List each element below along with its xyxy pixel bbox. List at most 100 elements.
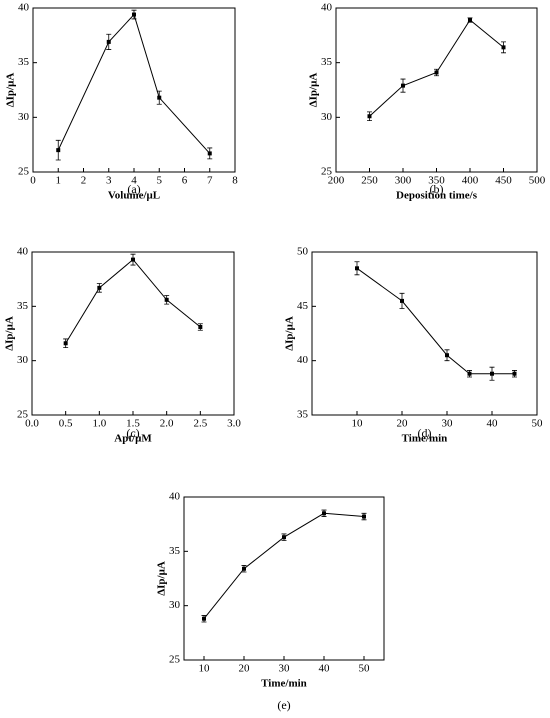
x-tick-label: 7	[207, 175, 213, 187]
x-tick-label: 0.0	[25, 418, 39, 430]
y-tick-label: 45	[297, 300, 309, 312]
y-tick-label: 35	[18, 56, 30, 68]
x-tick-label: 0.5	[59, 418, 73, 430]
x-tick-label: 4	[131, 175, 137, 187]
y-tick-label: 40	[297, 354, 309, 366]
y-axis-label: ΔIp/μA	[4, 316, 16, 351]
plot-frame	[183, 496, 385, 661]
x-tick-label: 1.5	[126, 418, 140, 430]
y-tick-label: 35	[169, 545, 181, 557]
caption: (d)	[418, 426, 432, 440]
y-tick-label: 25	[18, 166, 30, 178]
y-tick-label: 30	[18, 111, 30, 123]
data-point	[501, 45, 506, 50]
data-point	[198, 324, 203, 329]
y-tick-label: 25	[321, 166, 333, 178]
x-tick-label: 8	[232, 175, 238, 187]
x-tick-label: 10	[352, 418, 364, 430]
x-tick-label: 50	[532, 418, 544, 430]
data-point	[97, 285, 102, 290]
data-point	[512, 371, 517, 376]
x-axis-label: Volume/μL	[108, 190, 160, 202]
caption: (e)	[277, 698, 290, 712]
data-point	[490, 371, 494, 376]
y-axis-label: ΔIp/μA	[156, 561, 168, 596]
x-tick-label: 3	[106, 175, 112, 187]
x-tick-label: 20	[239, 663, 251, 675]
x-tick-label: 2	[81, 175, 87, 187]
data-line	[203, 512, 365, 620]
data-line	[57, 13, 211, 154]
y-tick-label: 40	[169, 491, 181, 503]
y-tick-label: 25	[17, 409, 29, 421]
y-axis-label: ΔIp/μA	[308, 73, 320, 108]
x-tick-label: 10	[199, 663, 211, 675]
x-tick-label: 350	[428, 175, 445, 187]
x-tick-label: 250	[361, 175, 378, 187]
x-tick-label: 40	[487, 418, 499, 430]
data-point	[207, 151, 212, 156]
data-point	[164, 297, 169, 302]
x-tick-label: 1.0	[92, 418, 106, 430]
data-point	[56, 148, 61, 153]
y-tick-label: 35	[17, 300, 29, 312]
data-point	[367, 114, 372, 119]
data-line	[369, 19, 504, 117]
y-tick-label: 30	[17, 354, 29, 366]
y-tick-label: 40	[17, 246, 29, 258]
x-tick-label: 3.0	[227, 418, 241, 430]
data-point	[355, 266, 359, 271]
x-axis-label: Apt/μM	[114, 433, 152, 445]
x-tick-label: 300	[395, 175, 412, 187]
x-axis-label: Time/min	[402, 433, 448, 445]
x-tick-label: 450	[495, 175, 512, 187]
y-tick-label: 35	[321, 56, 333, 68]
data-point	[282, 535, 286, 540]
x-axis-label: Time/min	[261, 678, 307, 690]
data-point	[131, 257, 135, 262]
x-tick-label: 50	[359, 663, 371, 675]
data-point	[445, 353, 449, 358]
y-tick-label: 30	[169, 599, 181, 611]
x-tick-label: 6	[182, 175, 188, 187]
data-point	[467, 371, 472, 376]
caption: (a)	[127, 182, 140, 196]
plot-frame	[335, 7, 538, 173]
data-line	[65, 258, 201, 344]
data-point	[106, 39, 111, 44]
data-point	[362, 514, 366, 519]
y-axis-label: ΔIp/μA	[5, 73, 17, 108]
x-tick-label: 2.0	[160, 418, 174, 430]
y-tick-label: 35	[297, 409, 309, 421]
data-point	[322, 511, 326, 516]
y-axis-label: ΔIp/μA	[284, 316, 296, 351]
data-point	[132, 12, 136, 17]
y-tick-label: 50	[297, 246, 309, 258]
x-tick-label: 200	[328, 175, 345, 187]
x-tick-label: 2.5	[193, 418, 207, 430]
x-tick-label: 20	[397, 418, 409, 430]
data-point	[401, 83, 405, 88]
data-point	[63, 341, 68, 346]
plot-frame	[31, 251, 235, 416]
x-tick-label: 40	[319, 663, 331, 675]
data-point	[468, 18, 472, 23]
y-tick-label: 40	[321, 2, 333, 14]
x-axis-label: Deposition time/s	[396, 190, 478, 202]
data-point	[434, 70, 439, 75]
caption: (b)	[430, 182, 444, 196]
data-point	[400, 298, 404, 303]
x-tick-label: 0	[30, 175, 36, 187]
y-tick-label: 25	[169, 654, 181, 666]
x-tick-label: 1	[56, 175, 62, 187]
plot-frame	[311, 251, 538, 416]
caption: (c)	[126, 426, 139, 440]
x-tick-label: 500	[529, 175, 546, 187]
data-point	[242, 566, 246, 571]
x-tick-label: 30	[442, 418, 454, 430]
data-point	[157, 95, 162, 100]
x-tick-label: 400	[462, 175, 479, 187]
x-tick-label: 30	[279, 663, 291, 675]
y-tick-label: 40	[18, 2, 30, 14]
